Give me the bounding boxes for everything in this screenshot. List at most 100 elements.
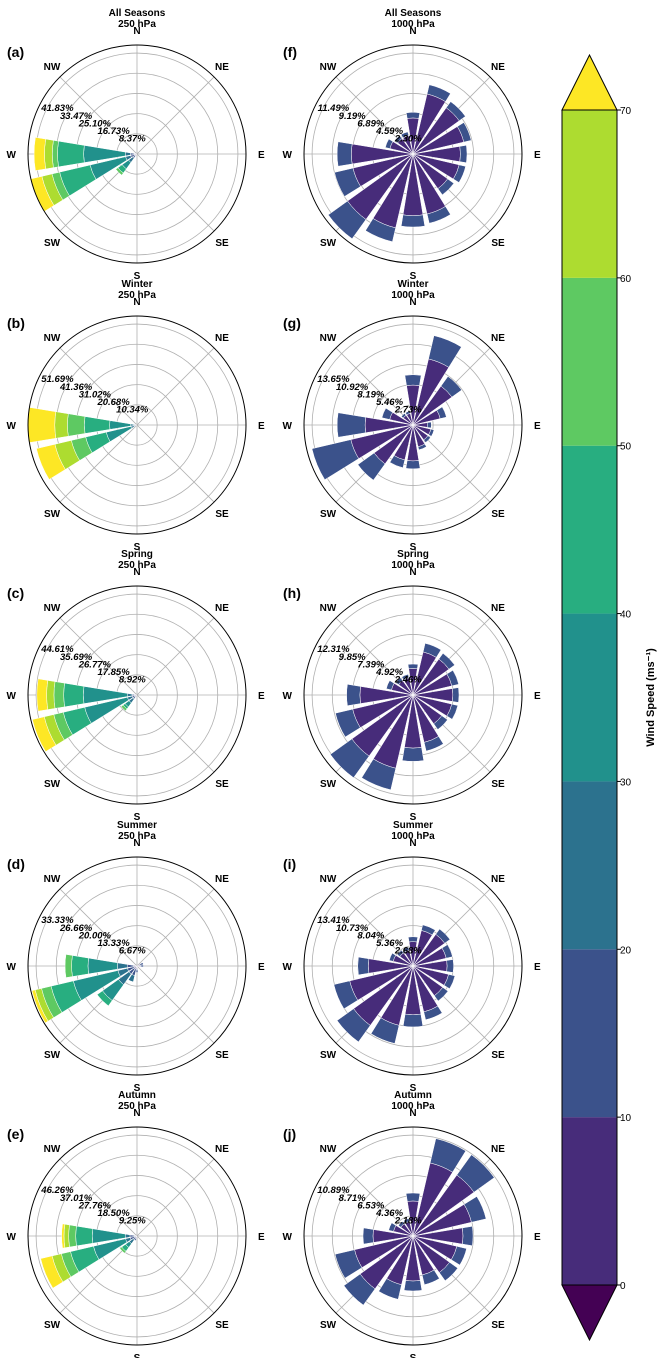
wind-bar-segment [417, 443, 427, 451]
direction-label: NW [320, 62, 337, 73]
wind-bar-segment [125, 151, 131, 157]
wind-bar-segment [384, 138, 394, 149]
wind-bar-segment [124, 1233, 131, 1239]
wind-bar-segment [400, 412, 407, 419]
ring-percent-label: 5.36% [376, 938, 403, 949]
wind-bar-segment [33, 137, 46, 171]
wind-bar-segment [311, 439, 360, 481]
wind-bar-segment [96, 990, 113, 1007]
panel-label: (c) [7, 585, 24, 601]
ring-percent-label: 33.33% [41, 915, 74, 926]
wind-bar-segment [446, 703, 459, 720]
direction-label: SW [44, 779, 61, 790]
direction-label: SE [491, 779, 505, 790]
direction-label: SE [215, 779, 229, 790]
wind-bar-segment [423, 736, 444, 752]
direction-label: SE [491, 1320, 505, 1331]
colorbar-segment [562, 949, 617, 1118]
panel-subtitle: 250 hPa [118, 1101, 156, 1112]
wind-bar-segment [68, 1224, 77, 1248]
ring-percent-label: 25.10% [78, 118, 112, 129]
colorbar-tick-label: 0 [620, 1281, 626, 1292]
direction-label: N [409, 567, 416, 578]
colorbar-tick-label: 60 [620, 274, 632, 285]
direction-label: W [283, 421, 293, 432]
direction-label: NW [320, 333, 337, 344]
direction-label: S [134, 812, 141, 823]
wind-bar-segment [401, 674, 410, 681]
direction-label: NE [215, 333, 229, 344]
direction-label: SW [320, 1050, 337, 1061]
wind-bar-segment [426, 84, 451, 102]
wind-bar-segment [403, 1280, 423, 1292]
wind-bar-segment [456, 122, 472, 143]
wind-bar-segment [67, 413, 86, 437]
ring-percent-label: 18.50% [97, 1208, 130, 1219]
direction-label: E [534, 421, 541, 432]
wind-bar-segment [403, 1218, 410, 1224]
wind-bar-segment [119, 1246, 127, 1254]
ring-percent-label: 37.01% [60, 1193, 93, 1204]
wind-bar-segment [53, 681, 65, 709]
ring-percent-label: 12.31% [317, 644, 350, 655]
direction-label: NW [320, 874, 337, 885]
direction-label: N [133, 1108, 140, 1119]
wind-bar-segment [329, 738, 370, 779]
outer-circle [303, 856, 523, 1076]
wind-bar-segment [115, 167, 124, 176]
grid-spoke [136, 347, 215, 426]
grid-spoke [136, 153, 215, 232]
wind-bar-segment [370, 1017, 400, 1044]
panel-subtitle: 1000 hPa [391, 560, 435, 571]
ring-percent-label: 16.73% [97, 126, 130, 137]
direction-label: NW [44, 62, 61, 73]
grid-spoke [59, 1158, 138, 1237]
wind-bar-segment [452, 164, 466, 183]
wind-bar-segment [407, 936, 419, 943]
direction-label: S [134, 1083, 141, 1094]
wind-bar-segment [336, 1008, 371, 1043]
direction-label: NW [44, 333, 61, 344]
direction-label: NE [491, 1144, 505, 1155]
ring-percent-label: 41.83% [40, 103, 74, 114]
wind-bar-segment [438, 652, 456, 670]
direction-label: S [410, 1353, 417, 1358]
direction-label: N [133, 838, 140, 849]
wind-bar-segment [405, 112, 421, 119]
direction-label: N [133, 26, 140, 37]
wind-bar-segment [75, 1225, 94, 1247]
wind-bar-segment [63, 682, 85, 708]
wind-speed-colorbar: 0 10 20 30 40 50 60 70 Wind Speed (ms⁻¹) [561, 53, 657, 1342]
grid-spoke [136, 76, 215, 155]
ring-percent-label: 9.25% [119, 1215, 146, 1226]
wind-bar-segment [36, 678, 49, 712]
ring-percent-label: 10.89% [317, 1185, 350, 1196]
wind-bar-segment [46, 680, 56, 710]
outer-circle [27, 315, 247, 535]
grid-spoke [136, 965, 215, 1044]
panel-label: (b) [7, 315, 25, 331]
grid-spoke [59, 888, 138, 967]
panel-label: (j) [283, 1126, 296, 1142]
wind-bar-segment [343, 1273, 376, 1306]
wind-bar-segment [394, 135, 403, 144]
wind-bar-segment [435, 928, 451, 944]
grid-spoke [136, 888, 215, 967]
ring-percent-label: 8.92% [119, 674, 146, 685]
ring-percent-label: 33.47% [60, 111, 93, 122]
colorbar-frame [561, 109, 618, 1286]
wind-bar-segment [440, 376, 462, 398]
panel-subtitle: 250 hPa [118, 19, 156, 30]
panel-title: All Seasons [109, 8, 166, 19]
wind-bar-segment [388, 1222, 397, 1232]
direction-label: W [7, 421, 17, 432]
wind-bar-segment [333, 980, 359, 1010]
colorbar-tick-label: 10 [620, 1113, 632, 1124]
ring-percent-label: 8.71% [339, 1193, 366, 1204]
wind-bar-segment [378, 1278, 402, 1300]
direction-label: NE [215, 1144, 229, 1155]
direction-label: NW [320, 603, 337, 614]
